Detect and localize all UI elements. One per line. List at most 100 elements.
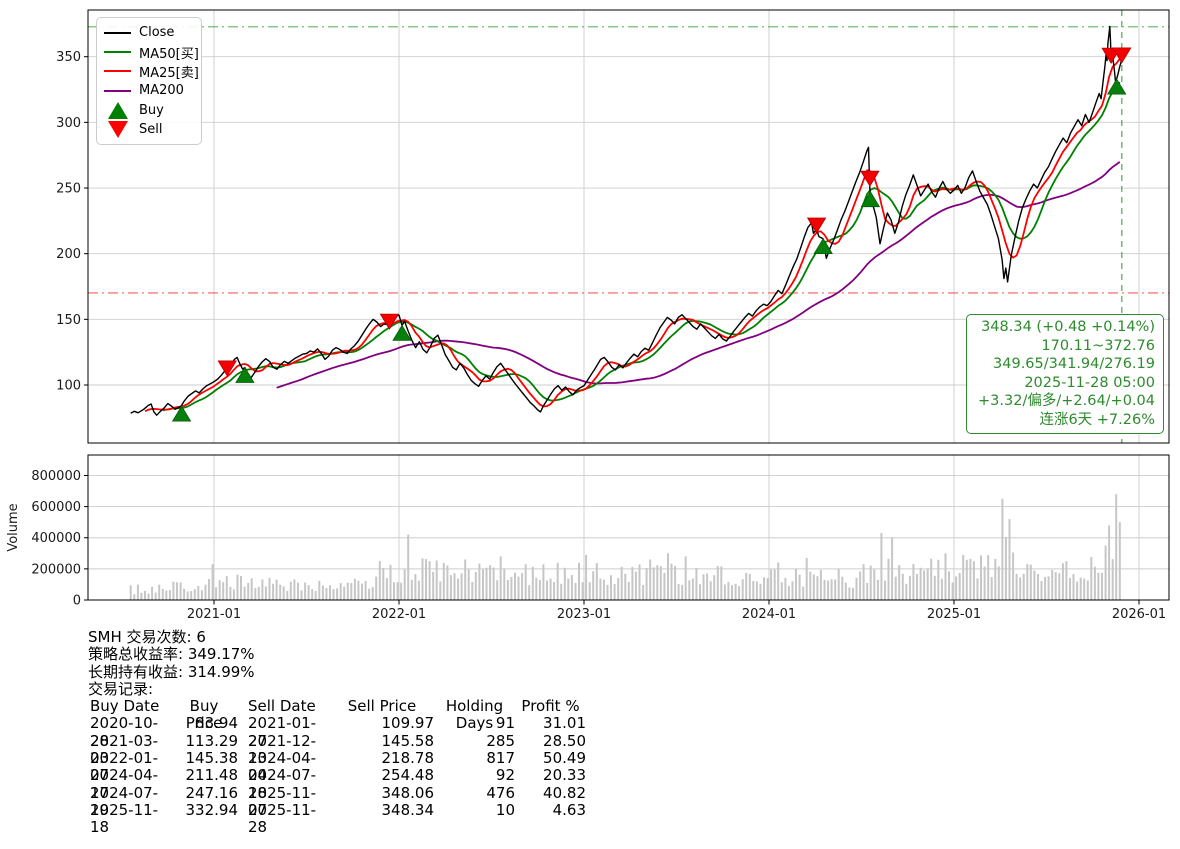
legend-item-buy: Buy bbox=[104, 101, 194, 120]
col-sell-date: Sell Date bbox=[248, 697, 316, 716]
sell-marker bbox=[860, 170, 880, 187]
annotation-price-line: 348.34 (+0.48 +0.14%) bbox=[981, 319, 1155, 335]
price-tick-label: 250 bbox=[56, 182, 81, 197]
trade-cell: 2021-12-13 bbox=[248, 731, 317, 768]
legend-item-ma25: MA25[卖] bbox=[104, 62, 199, 81]
date-tick-label: 2025-01 bbox=[927, 607, 981, 622]
trade-cell: 2022-01-07 bbox=[90, 749, 159, 785]
volume-axis-label: Volume bbox=[6, 503, 21, 551]
ma25-line bbox=[144, 58, 1121, 413]
trade-cell: 109.97 bbox=[381, 714, 435, 733]
sell-marker bbox=[217, 360, 237, 377]
annotation-datetime-line: 2025-11-28 05:00 bbox=[1024, 374, 1155, 391]
volume-tick-label: 400000 bbox=[31, 531, 81, 546]
buy-marker bbox=[1106, 78, 1127, 95]
legend-item-ma200: MA200 bbox=[104, 81, 194, 100]
price-tick-label: 300 bbox=[56, 116, 81, 131]
trade-cell: 247.16 bbox=[185, 783, 239, 802]
trade-cell: 31.01 bbox=[543, 714, 586, 733]
sell-marker bbox=[1112, 47, 1132, 64]
trade-markers bbox=[171, 47, 1132, 422]
trade-cell: 285 bbox=[486, 731, 515, 750]
trade-cell: 28.50 bbox=[543, 731, 586, 750]
trade-cell: 2021-01-27 bbox=[248, 714, 317, 750]
trade-row: 2024-07-19 247.16 2025-11-07 348.06 476 40.82 bbox=[90, 783, 586, 819]
trade-table-header: Buy Date Buy Price Sell Date Sell Price … bbox=[90, 697, 586, 732]
trade-cell: 211.48 bbox=[185, 766, 239, 785]
buy-marker bbox=[392, 324, 412, 341]
annotation-bias-line: +3.32/偏多/+2.64/+0.04 bbox=[978, 393, 1155, 409]
trade-cell: 2024-07-19 bbox=[90, 783, 159, 819]
trade-row: 2021-03-03 113.29 2021-12-13 145.58 285 28.50 bbox=[90, 731, 586, 767]
volume-tick-label: 0 bbox=[73, 594, 81, 609]
date-tick-label: 2021-01 bbox=[187, 607, 241, 622]
trade-cell: 20.33 bbox=[543, 766, 586, 785]
price-series bbox=[130, 10, 1123, 443]
legend-label: MA200 bbox=[139, 83, 184, 99]
buy-marker bbox=[813, 237, 833, 254]
trade-row: 2025-11-18 332.94 2025-11-28 348.34 10 4.63 bbox=[90, 800, 586, 836]
trade-cell: 145.38 bbox=[185, 749, 239, 768]
trade-cell: 10 bbox=[495, 800, 515, 819]
trade-cell: 476 bbox=[486, 783, 515, 802]
trade-cell: 92 bbox=[495, 766, 515, 785]
legend-label: MA50[买] bbox=[139, 46, 199, 62]
trade-cell: 2025-11-07 bbox=[248, 783, 317, 819]
trade-cell: 145.58 bbox=[381, 731, 435, 750]
price-volume-chart: 100 150 200 250 300 350 0 200000 400000 600000 800… bbox=[6, 9, 1170, 622]
col-profit: Profit % bbox=[521, 697, 580, 716]
trade-cell: 2020-10-28 bbox=[90, 714, 159, 750]
ma25-line-icon bbox=[104, 70, 131, 73]
legend-label: Sell bbox=[139, 122, 163, 138]
trade-row: 2020-10-28 83.94 2021-01-27 109.97 91 31.01 bbox=[90, 714, 586, 750]
buy-marker bbox=[235, 366, 255, 383]
trade-cell: 4.63 bbox=[552, 800, 586, 819]
close-line bbox=[130, 25, 1123, 416]
legend-label: Buy bbox=[139, 102, 164, 118]
date-tick-label: 2023-01 bbox=[557, 607, 611, 622]
volume-tick-label: 200000 bbox=[31, 562, 81, 577]
trade-summary: SMH 交易次数: 6 策略总收益率: 349.17% 长期持有收益: 314.… bbox=[88, 628, 586, 836]
col-buy-price: Buy Price bbox=[185, 697, 223, 733]
trade-table: Buy Date Buy Price Sell Date Sell Price … bbox=[90, 697, 586, 836]
col-holding-days: Holding Days bbox=[445, 697, 504, 733]
price-tick-label: 150 bbox=[56, 313, 81, 328]
date-tick-label: 2022-01 bbox=[372, 607, 426, 622]
trade-cell: 254.48 bbox=[381, 766, 435, 785]
trade-cell: 348.34 bbox=[381, 800, 435, 819]
legend-label: MA25[卖] bbox=[139, 65, 199, 81]
trade-cell: 817 bbox=[486, 749, 515, 768]
trade-cell: 2024-04-04 bbox=[248, 749, 317, 785]
sell-marker-icon bbox=[104, 121, 131, 139]
axes: 100 150 200 250 300 350 0 200000 400000 600000 800… bbox=[6, 9, 1170, 622]
legend-label: Close bbox=[139, 25, 175, 41]
trades-count: SMH 交易次数: 6 bbox=[88, 628, 206, 646]
buy-marker-icon bbox=[104, 101, 131, 119]
trade-cell: 2024-04-17 bbox=[90, 766, 159, 802]
volume-axes-frame bbox=[87, 454, 1170, 601]
annotation-streak-line: 连涨6天 +7.26% bbox=[1039, 411, 1155, 428]
records-label: 交易记录: bbox=[88, 679, 154, 698]
trade-row: 2024-04-17 211.48 2024-07-18 254.48 92 20.33 bbox=[90, 766, 586, 802]
hold-return: 长期持有收益: 314.99% bbox=[88, 662, 255, 681]
annotation-range-line: 170.11~372.76 bbox=[1041, 337, 1155, 354]
date-tick-label: 2024-01 bbox=[742, 607, 796, 622]
trade-cell: 40.82 bbox=[543, 783, 586, 802]
col-buy-date: Buy Date bbox=[90, 697, 160, 716]
price-tick-label: 200 bbox=[56, 247, 81, 262]
trade-cell: 332.94 bbox=[185, 800, 239, 819]
col-sell-price: Sell Price bbox=[347, 697, 417, 716]
reference-lines bbox=[88, 26, 1169, 294]
buy-marker bbox=[860, 190, 881, 208]
volume-bars bbox=[129, 494, 1121, 600]
strategy-return: 策略总收益率: 349.17% bbox=[88, 645, 255, 664]
price-tick-label: 100 bbox=[56, 379, 81, 394]
trade-cell: 348.06 bbox=[381, 783, 435, 802]
sell-marker bbox=[379, 313, 400, 330]
trade-cell: 2021-03-03 bbox=[90, 731, 159, 768]
ma200-line-icon bbox=[104, 89, 131, 92]
price-tick-label: 350 bbox=[56, 50, 81, 65]
legend-item-close: Close bbox=[104, 23, 194, 42]
trade-cell: 2025-11-28 bbox=[248, 800, 317, 837]
